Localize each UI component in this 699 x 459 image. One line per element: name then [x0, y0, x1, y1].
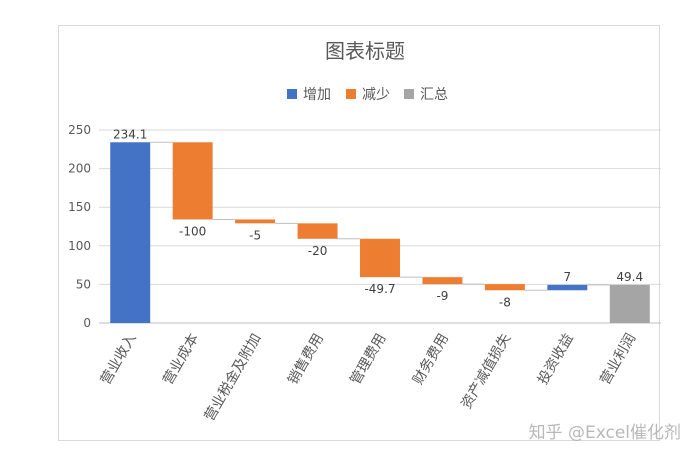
x-tick-label: 营业利润 — [597, 331, 639, 387]
y-tick-label: 100 — [68, 239, 91, 253]
legend-swatch-decrease — [346, 89, 356, 99]
y-tick-label: 150 — [68, 200, 91, 214]
data-label-4: -49.7 — [364, 282, 395, 296]
x-tick-label: 投资收益 — [535, 331, 577, 387]
y-tick-label: 250 — [68, 123, 91, 137]
bar-6 — [484, 284, 525, 291]
connector-lines — [150, 141, 610, 291]
data-label-8: 49.4 — [616, 270, 643, 284]
x-tick-label: 营业收入 — [98, 331, 140, 387]
data-label-3: -20 — [308, 244, 328, 258]
data-label-5: -9 — [436, 289, 448, 303]
x-tick-label: 管理费用 — [348, 331, 390, 387]
x-tick-label: 财务费用 — [410, 331, 452, 387]
x-axis: 营业收入 营业成本 营业税金及附加 销售费用 管理费用 财务费用 资产减值损失 投资收益 营业利… — [98, 331, 639, 424]
y-axis: 0 50 100 150 200 250 — [68, 123, 91, 330]
legend: 增加 减少 汇总 — [287, 87, 448, 103]
x-tick-label: 销售费用 — [285, 331, 327, 387]
waterfall-chart: 图表标题 增加 减少 汇总 234.1 -100 -5 -20 -49.7 -9 -8 7 49.4… — [68, 39, 661, 424]
bar-0 — [110, 142, 151, 323]
legend-swatch-total — [404, 89, 414, 99]
legend-label-increase: 增加 — [303, 87, 331, 103]
chart-title: 图表标题 — [325, 39, 405, 63]
x-tick-label: 营业成本 — [160, 331, 202, 387]
data-label-2: -5 — [249, 228, 261, 242]
bar-5 — [422, 277, 463, 285]
legend-label-decrease: 减少 — [362, 87, 390, 103]
legend-swatch-increase — [287, 89, 297, 99]
data-labels: 234.1 -100 -5 -20 -49.7 -9 -8 7 49.4 — [113, 127, 643, 309]
y-tick-label: 0 — [83, 316, 91, 330]
y-tick-label: 50 — [76, 277, 91, 291]
data-label-1: -100 — [179, 224, 206, 238]
data-label-0: 234.1 — [113, 127, 147, 141]
bar-3 — [297, 223, 338, 239]
data-label-6: -8 — [499, 295, 511, 309]
bar-4 — [360, 238, 400, 278]
legend-label-total: 汇总 — [420, 87, 448, 103]
watermark: 知乎 @Excel催化剂 — [528, 423, 681, 443]
y-tick-label: 200 — [68, 162, 91, 176]
chart-area: 图表标题 增加 减少 汇总 234.1 -100 -5 -20 -49.7 -9 -8 7 49.4… — [58, 25, 661, 441]
bar-2 — [235, 219, 276, 224]
bar-8 — [609, 284, 650, 323]
x-tick-label: 资产减值损失 — [458, 331, 514, 412]
x-tick-label: 营业税金及附加 — [202, 331, 265, 424]
bar-7 — [547, 284, 588, 291]
bar-1 — [172, 142, 213, 220]
data-label-7: 7 — [564, 270, 572, 284]
bars — [110, 142, 650, 323]
